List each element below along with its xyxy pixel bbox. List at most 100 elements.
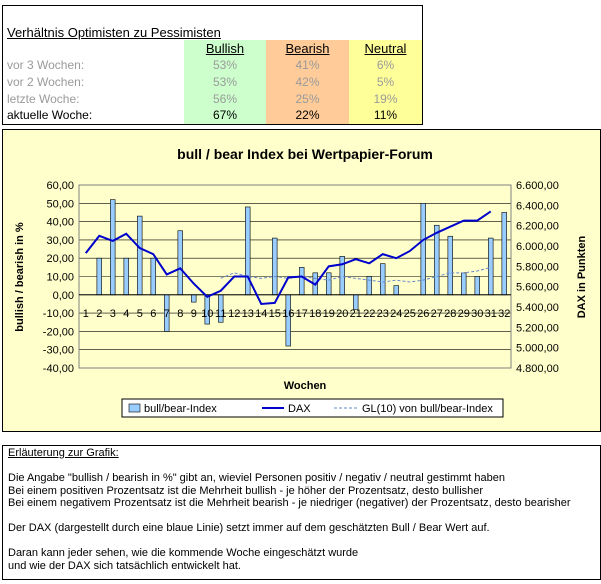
y-tick-label: 50,00 [46,198,74,210]
y2-tick-label: 5.200,00 [516,322,559,334]
bar [393,285,399,296]
x-tick-label: 31 [485,308,497,320]
ratio-table-title: Verhältnis Optimisten zu Pessimisten [7,25,221,40]
x-tick-label: 19 [323,308,335,320]
x-tick-label: 15 [269,308,281,320]
y2-tick-label: 6.000,00 [516,241,559,253]
y2-tick-label: 6.400,00 [516,200,559,212]
bar [150,257,156,296]
x-tick-label: 11 [215,308,226,320]
x-tick-label: 23 [377,308,389,320]
y2-tick-label: 6.200,00 [516,221,559,233]
x-tick-label: 2 [96,308,102,320]
cell-neutral: 6% [349,57,422,74]
gl10-line [220,266,491,283]
table-row: vor 3 Wochen: 53% 41% 6% [3,57,422,74]
x-tick-label: 4 [123,308,129,320]
plot-border [78,184,512,369]
y2-tick-label: 5.000,00 [516,343,559,355]
explanation-line: Bei einem negativem Prozentsatz ist die … [8,497,571,509]
x-tick-label: 14 [255,308,267,320]
x-tick-label: 32 [498,308,510,320]
explanation-line: Bei einem positiven Prozentsatz ist die … [8,484,484,497]
ratio-table: Verhältnis Optimisten zu Pessimisten Bul… [2,5,423,125]
bar [339,256,345,296]
bar [96,257,102,296]
y2-tick-label: 5.400,00 [516,302,559,314]
y2-axis-label: DAX in Punkten [576,235,588,318]
explanation-line: Der DAX (dargestellt durch eine blaue Li… [8,522,490,534]
x-tick-label: 21 [350,308,362,320]
bar [191,294,197,303]
bar [285,294,291,347]
legend-swatch-bar [128,403,141,413]
y-tick-label: 0,00 [53,290,74,302]
y-tick-label: 40,00 [46,217,74,229]
row-label: aktuelle Woche: [7,108,93,122]
bar [137,215,143,296]
x-tick-label: 29 [458,308,470,320]
bar [123,257,129,296]
y-tick-label: 30,00 [46,235,74,247]
bar [366,276,372,296]
explanation-box: Erläuterung zur Grafik: Die Angabe "bull… [2,445,601,580]
cell-bullish: 53% [184,57,266,74]
y-axis-label: bullish / bearish in % [14,222,26,332]
cell-neutral: 19% [349,91,422,108]
legend-label: DAX [288,403,311,415]
chart-title: bull / bear Index bei Wertpapier-Forum [177,146,433,162]
x-tick-label: 26 [417,308,429,320]
row-label: letzte Woche: [7,92,80,106]
bull-bear-chart: 60,00 50,00 40,00 30,00 20,00 10,00 0,00 -10,00… [14,146,588,418]
x-tick-label: 28 [444,308,456,320]
bar [110,199,116,296]
x-tick-label: 1 [83,308,89,320]
legend-box [121,398,504,418]
bar [177,230,183,296]
cell-bullish: 56% [184,91,266,108]
x-tick-label: 16 [282,308,294,320]
explanation-line: Die Angabe "bullish / bearish in %" gibt… [8,472,505,484]
bar [501,212,507,296]
bar [420,203,426,296]
table-row: letzte Woche: 56% 25% 19% [3,91,422,108]
y2-tick-label: 5.600,00 [516,282,559,294]
x-axis-label: Wochen [284,380,327,392]
x-tick-label: 24 [390,308,402,320]
bar [326,272,332,296]
y-tick-label: -30,00 [43,345,74,357]
x-tick-label: 17 [296,308,308,320]
cell-bullish: 53% [184,74,266,91]
bar [447,235,453,296]
y-tick-label: -40,00 [43,363,74,375]
chart-area: 60,00 50,00 40,00 30,00 20,00 10,00 0,00 -10,00… [2,129,601,432]
x-tick-label: 25 [404,308,416,320]
bar [488,237,494,296]
cell-neutral: 11% [349,107,422,124]
cell-bearish: 41% [266,57,349,74]
x-tick-label: 12 [228,308,240,320]
y-tick-label: 20,00 [46,253,74,265]
x-tick-label: 20 [336,308,348,320]
table-row: vor 2 Wochen: 53% 42% 5% [3,74,422,91]
bar [434,224,440,296]
header-neutral: Neutral [349,40,422,58]
y-tick-label: -20,00 [43,326,74,338]
bar [474,276,480,296]
x-tick-label: 9 [191,308,197,320]
x-tick-label: 30 [471,308,483,320]
cell-bearish: 42% [266,74,349,91]
y-tick-label: 10,00 [46,272,74,284]
y2-tick-label: 5.800,00 [516,261,559,273]
x-tick-label: 8 [177,308,183,320]
bar [380,263,386,296]
bar [299,267,305,296]
x-tick-label: 7 [164,308,170,320]
legend-label: bull/bear-Index [144,403,217,415]
y-tick-label: -10,00 [43,308,74,320]
x-tick-label: 22 [363,308,375,320]
legend-label: GL(10) von bull/bear-Index [362,403,493,415]
cell-bullish: 67% [184,107,266,124]
x-tick-label: 10 [201,308,213,320]
y2-tick-label: 6.600,00 [516,180,559,192]
